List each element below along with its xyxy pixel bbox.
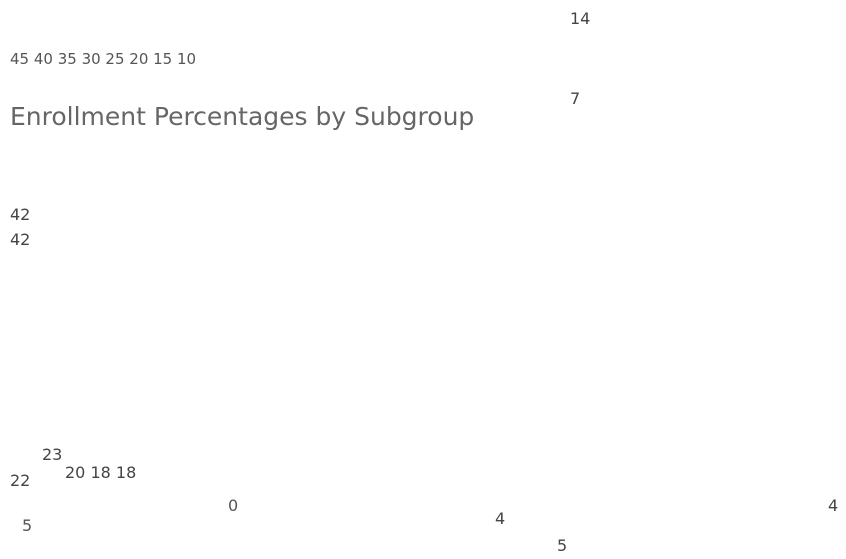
title: Enrollment Percentages by Subgroup [10,102,475,131]
label: 4 [828,496,839,515]
label: 42 [10,205,31,224]
label: 42 [10,230,31,249]
label: 5 [557,536,568,555]
label: 7 [570,89,581,108]
label: 14 [570,9,591,28]
label: 23 [42,445,63,464]
label: 45 40 35 30 25 20 15 10 [10,50,197,68]
label: 4 [495,509,506,528]
label: 0 [228,496,239,515]
label: 22 [10,471,31,490]
label: 5 [22,516,33,535]
label: 20 18 18 [65,463,137,482]
